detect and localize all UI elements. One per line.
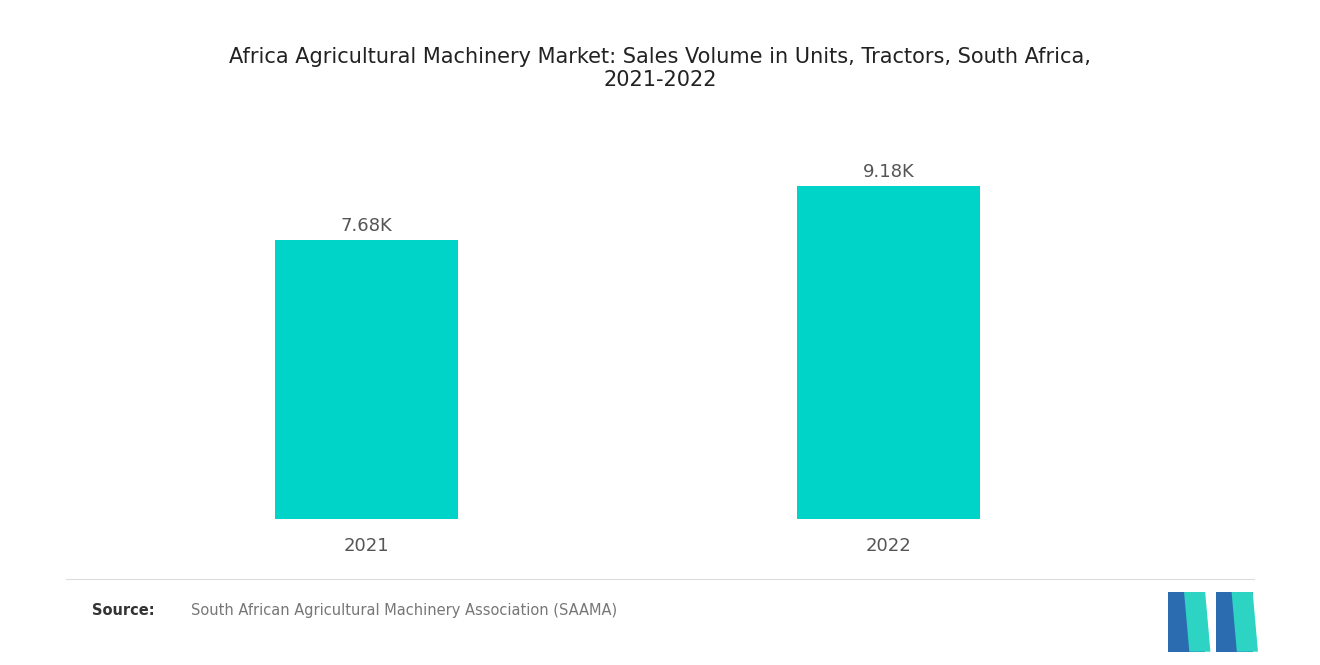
- Polygon shape: [1184, 592, 1210, 652]
- Text: 7.68K: 7.68K: [341, 217, 392, 235]
- Bar: [276, 240, 458, 519]
- Text: Source:: Source:: [92, 603, 154, 618]
- Text: Africa Agricultural Machinery Market: Sales Volume in Units, Tractors, South Afr: Africa Agricultural Machinery Market: Sa…: [230, 47, 1090, 90]
- Text: 9.18K: 9.18K: [863, 163, 915, 181]
- Polygon shape: [1168, 592, 1205, 652]
- Bar: [797, 186, 979, 519]
- Text: South African Agricultural Machinery Association (SAAMA): South African Agricultural Machinery Ass…: [191, 603, 618, 618]
- Polygon shape: [1216, 592, 1253, 652]
- Polygon shape: [1232, 592, 1258, 652]
